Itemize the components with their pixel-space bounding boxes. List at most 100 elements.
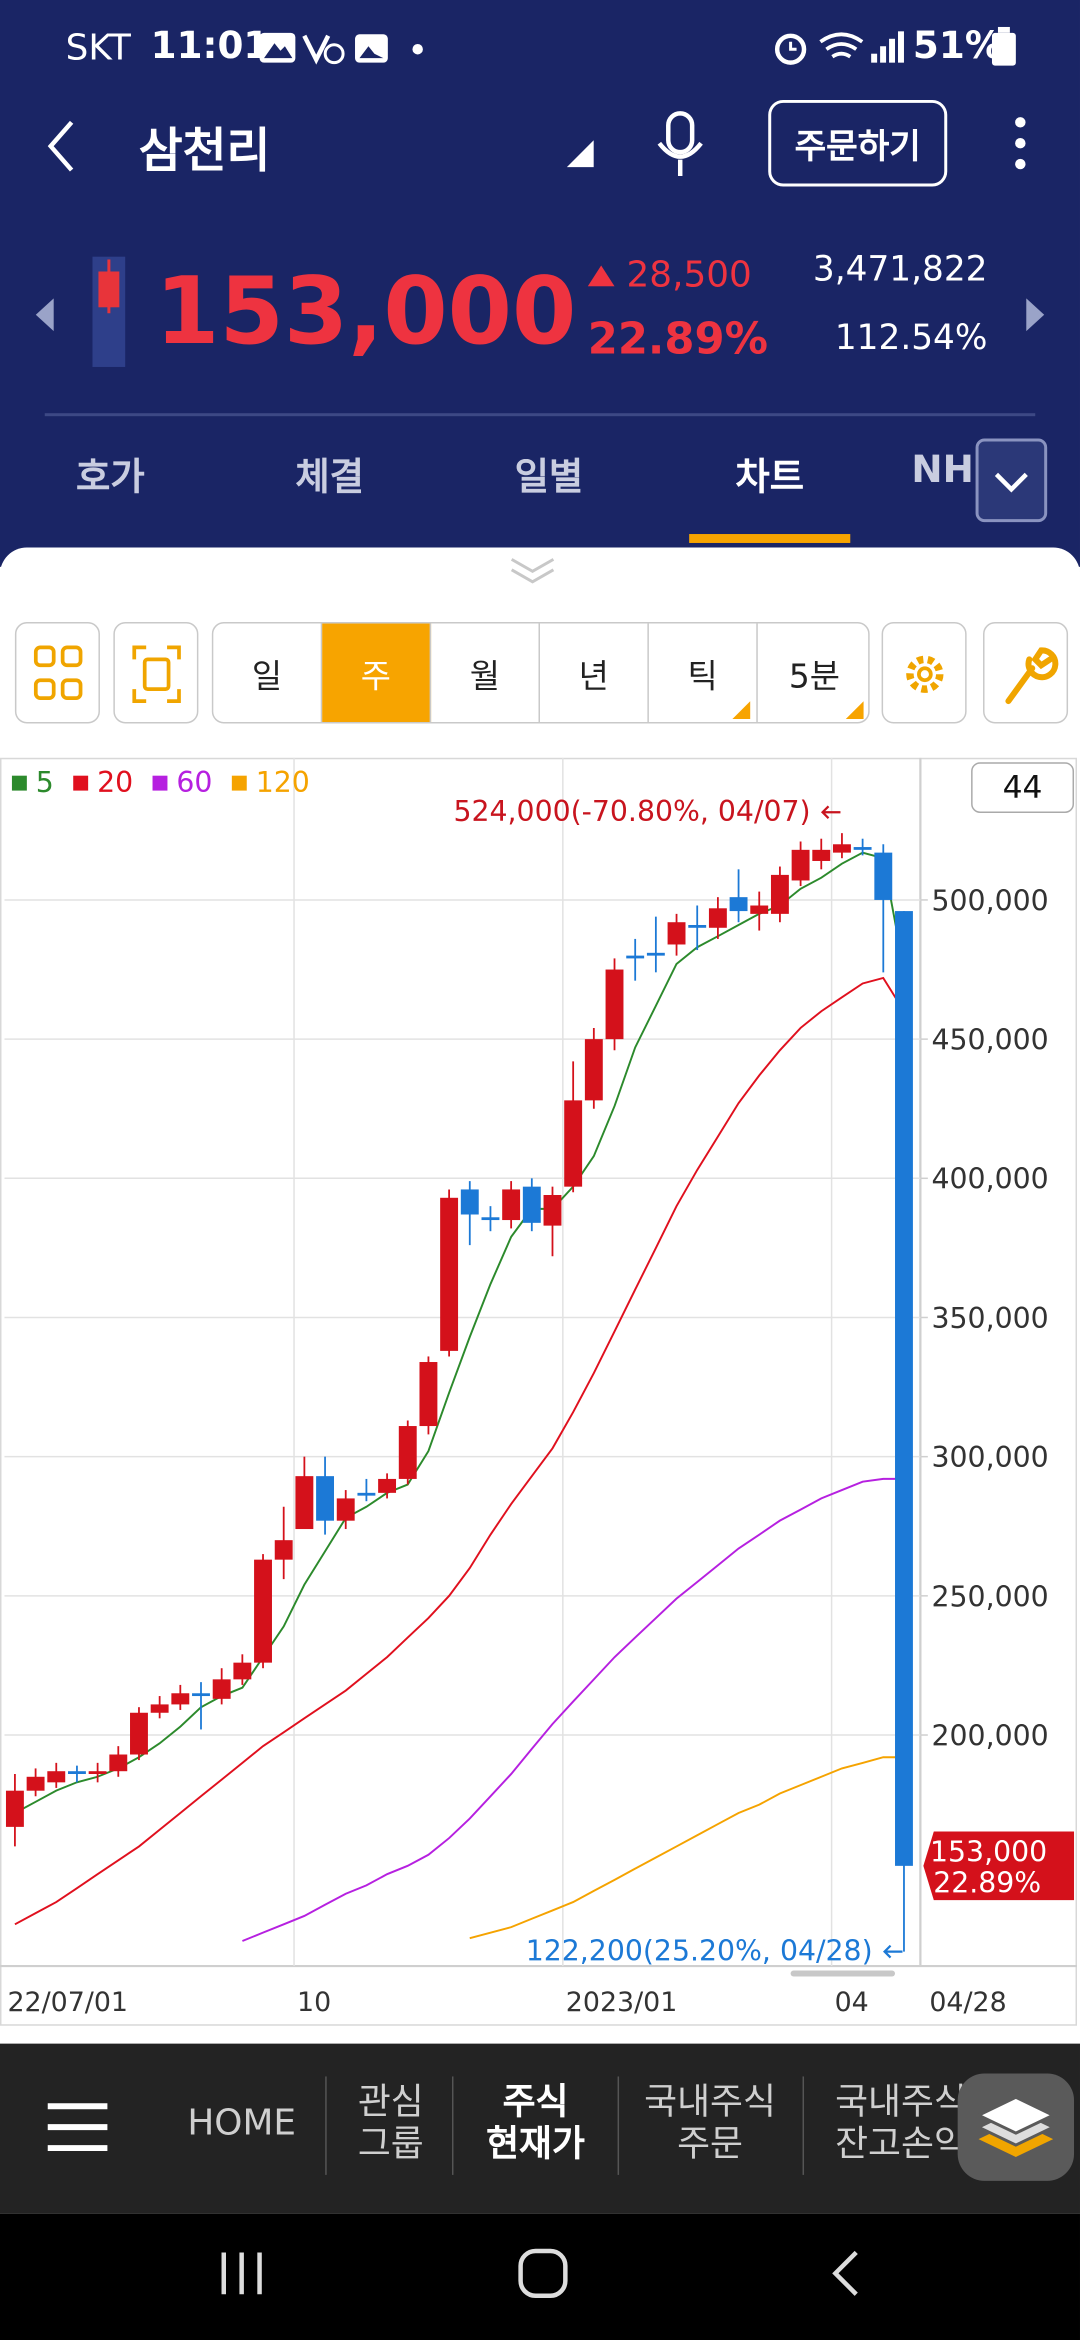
last-price-tag — [923, 1831, 1075, 1901]
nav-item[interactable]: HOME — [167, 2102, 316, 2144]
chart-frame — [0, 757, 1078, 2026]
candle-body — [481, 1217, 500, 1221]
header-background — [0, 0, 1080, 567]
stock-name[interactable]: 삼천리 — [138, 122, 271, 180]
nav-label: 주문 — [677, 2122, 743, 2165]
next-stock[interactable] — [1023, 295, 1047, 334]
candle-body — [67, 1771, 86, 1774]
nav-item[interactable]: 국내주식 잔고손익 — [811, 2081, 990, 2165]
candle-body — [357, 1492, 376, 1496]
settings-button[interactable] — [881, 622, 967, 724]
annotation-arrow — [882, 1944, 903, 1959]
annotation-label: 524,000(-70.80%, 04/07) — [453, 795, 810, 828]
candle-body — [543, 1195, 562, 1226]
chart-scrollbar — [790, 1970, 896, 1977]
x-tick-label: 2023/01 — [566, 1987, 678, 2018]
candle-body — [626, 955, 645, 959]
gear-icon — [906, 655, 944, 693]
period-option-active[interactable]: 주 — [322, 623, 432, 722]
annotation-arrow — [820, 805, 841, 820]
y-tick-label: 400,000 — [932, 1163, 1049, 1196]
more-menu[interactable] — [1008, 113, 1032, 173]
nav-item[interactable]: 관심 그룹 — [331, 2081, 450, 2165]
divider — [44, 413, 1036, 417]
candle-body — [378, 1478, 397, 1493]
candle-body — [791, 849, 810, 881]
candle-body — [688, 924, 707, 928]
nav-item[interactable]: 국내주식 주문 — [622, 2081, 798, 2165]
candle-body — [460, 1189, 479, 1215]
period-option[interactable]: 월 — [431, 623, 540, 722]
legend-label: 120 — [256, 766, 310, 799]
candle-count[interactable]: 44 — [971, 762, 1075, 813]
candle-body — [564, 1100, 583, 1187]
tab[interactable]: 체결 — [295, 454, 364, 499]
moving-average-line — [14, 976, 905, 1926]
menu-button[interactable] — [45, 2100, 111, 2154]
candle-body — [274, 1540, 293, 1560]
last-price-value: 153,000 — [930, 1835, 1047, 1868]
back-button[interactable] — [42, 116, 84, 176]
chevron-down — [994, 472, 1028, 493]
candle-body — [522, 1186, 541, 1223]
tab-indicator — [689, 534, 851, 543]
order-button[interactable]: 주문하기 — [768, 99, 948, 187]
x-tick-label: 22/07/01 — [7, 1987, 128, 2018]
period-option[interactable]: 틱 — [649, 623, 758, 722]
nav-label: 국내주식 — [835, 2080, 967, 2123]
layers-icon — [975, 2095, 1057, 2157]
period-option[interactable]: 년 — [540, 623, 649, 722]
change-rate: 22.89% — [587, 313, 768, 364]
price-candle-icon — [92, 256, 126, 367]
legend-swatch — [73, 775, 89, 791]
tab[interactable]: NH — [911, 447, 974, 491]
candle-body — [295, 1476, 314, 1530]
moving-average-line — [242, 1477, 904, 1942]
moving-average-line — [14, 851, 905, 1814]
candle-body — [874, 852, 893, 900]
tab-expand[interactable] — [975, 438, 1048, 523]
candle-body — [750, 905, 769, 914]
candle-body — [171, 1693, 190, 1705]
y-tick-label: 300,000 — [932, 1441, 1049, 1474]
candle-body — [770, 874, 789, 914]
candle-body — [47, 1771, 66, 1783]
y-tick-label: 200,000 — [932, 1719, 1049, 1752]
annotation-label: 122,200(25.20%, 04/28) — [526, 1935, 873, 1968]
nav-label: 그룹 — [357, 2122, 424, 2165]
tab-active[interactable]: 차트 — [735, 454, 805, 499]
stock-dropdown[interactable] — [566, 140, 597, 170]
battery-level: 51% — [912, 23, 1003, 68]
tab[interactable]: 일별 — [514, 454, 584, 499]
tools-button[interactable] — [983, 622, 1069, 724]
legend-swatch — [231, 775, 247, 791]
recent-apps[interactable] — [218, 2249, 266, 2297]
nav-label: 잔고손익 — [835, 2122, 967, 2165]
candle-body — [26, 1776, 45, 1791]
candle-body — [5, 1790, 24, 1827]
quick-menu-button[interactable] — [957, 2073, 1075, 2181]
period-option[interactable]: 5분 — [788, 659, 841, 697]
candle-body — [440, 1197, 459, 1351]
candle-body — [502, 1189, 521, 1221]
nav-item-active[interactable]: 주식 현재가 — [456, 2081, 614, 2165]
x-tick-label: 04/28 — [929, 1987, 1006, 2018]
status-system-icons — [774, 31, 904, 65]
candle-body — [646, 952, 665, 956]
candle-body — [584, 1039, 603, 1101]
x-tick-label: 04 — [835, 1987, 869, 2018]
voice-search[interactable] — [653, 110, 707, 179]
prev-stock[interactable] — [33, 295, 57, 334]
period-option[interactable]: 일 — [213, 623, 323, 722]
fullscreen-button[interactable] — [113, 622, 199, 724]
layout-button[interactable] — [14, 622, 100, 724]
grid-icon — [33, 645, 83, 700]
home-button[interactable] — [516, 2247, 570, 2301]
y-tick-label: 450,000 — [932, 1024, 1049, 1057]
candle-body — [895, 911, 913, 1866]
nav-separator — [325, 2076, 327, 2175]
volume-rate: 112.54% — [834, 319, 988, 359]
tab[interactable]: 호가 — [76, 454, 145, 499]
back-system[interactable] — [826, 2249, 862, 2297]
collapse-handle[interactable] — [507, 555, 558, 585]
